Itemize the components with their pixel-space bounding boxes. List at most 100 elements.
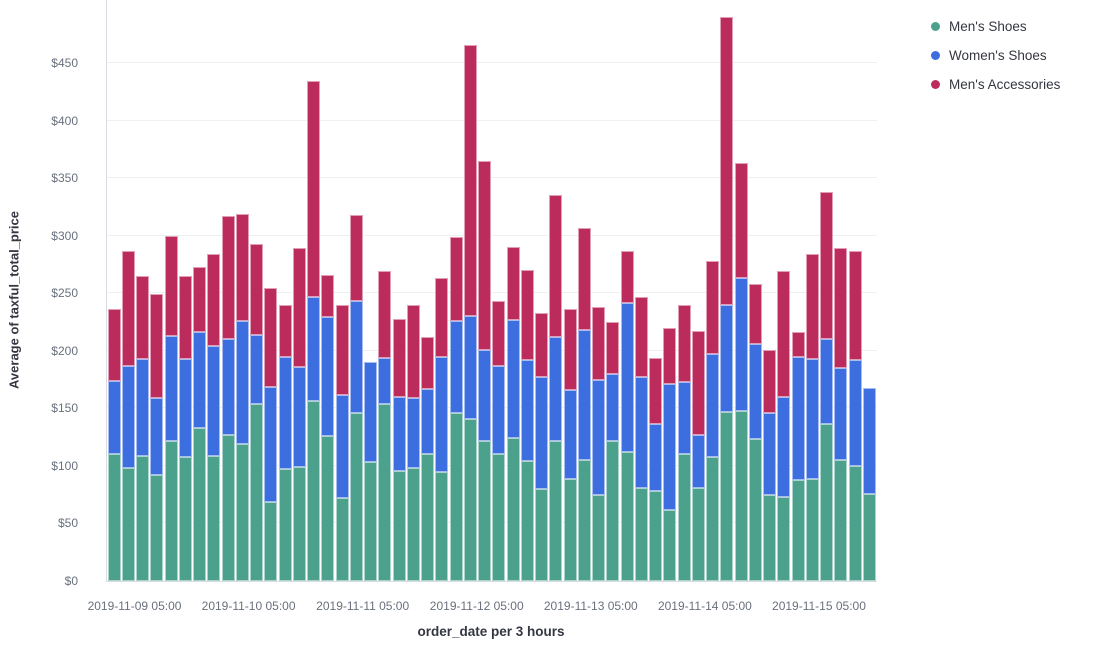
bar-segment-men-s-shoes[interactable] bbox=[278, 469, 292, 581]
bar-segment-men-s-shoes[interactable] bbox=[777, 497, 791, 581]
plot-area[interactable] bbox=[106, 0, 877, 582]
bar-segment-women-s-shoes[interactable] bbox=[463, 316, 477, 419]
bar[interactable] bbox=[620, 250, 634, 581]
bar-segment-men-s-shoes[interactable] bbox=[606, 440, 620, 581]
bar-segment-men-s-accessories[interactable] bbox=[563, 309, 577, 391]
bar-segment-women-s-shoes[interactable] bbox=[335, 394, 349, 499]
bar-segment-men-s-shoes[interactable] bbox=[706, 456, 720, 581]
bar-segment-men-s-accessories[interactable] bbox=[663, 327, 677, 385]
bar-segment-men-s-shoes[interactable] bbox=[563, 478, 577, 581]
bar[interactable] bbox=[221, 216, 235, 581]
bar[interactable] bbox=[178, 276, 192, 581]
bar-segment-men-s-shoes[interactable] bbox=[805, 478, 819, 581]
bar-segment-men-s-accessories[interactable] bbox=[136, 275, 150, 359]
bar-segment-women-s-shoes[interactable] bbox=[278, 356, 292, 470]
bar-segment-women-s-shoes[interactable] bbox=[307, 296, 321, 402]
bar-segment-women-s-shoes[interactable] bbox=[506, 319, 520, 439]
bar-segment-women-s-shoes[interactable] bbox=[492, 365, 506, 455]
bar-segment-men-s-accessories[interactable] bbox=[620, 250, 634, 303]
bar-segment-women-s-shoes[interactable] bbox=[791, 356, 805, 480]
legend-item-women-s-shoes[interactable]: Women's Shoes bbox=[931, 41, 1060, 70]
bar[interactable] bbox=[335, 304, 349, 581]
bar-segment-men-s-shoes[interactable] bbox=[136, 455, 150, 581]
bar-segment-men-s-accessories[interactable] bbox=[834, 248, 848, 369]
bar-segment-men-s-shoes[interactable] bbox=[435, 471, 449, 581]
bar-segment-men-s-accessories[interactable] bbox=[520, 270, 534, 361]
bar[interactable] bbox=[834, 248, 848, 581]
bar[interactable] bbox=[549, 195, 563, 581]
bar-segment-men-s-shoes[interactable] bbox=[649, 491, 663, 581]
bar-segment-women-s-shoes[interactable] bbox=[121, 365, 135, 469]
bar-segment-men-s-accessories[interactable] bbox=[606, 322, 620, 374]
bar-segment-men-s-accessories[interactable] bbox=[178, 276, 192, 359]
bar-segment-men-s-shoes[interactable] bbox=[592, 494, 606, 581]
bar[interactable] bbox=[763, 349, 777, 581]
bar[interactable] bbox=[563, 309, 577, 581]
bar[interactable] bbox=[349, 214, 363, 581]
bar-segment-women-s-shoes[interactable] bbox=[748, 343, 762, 440]
bar-segment-women-s-shoes[interactable] bbox=[862, 387, 876, 494]
bar-segment-men-s-shoes[interactable] bbox=[364, 462, 378, 581]
bar-segment-men-s-shoes[interactable] bbox=[862, 493, 876, 581]
bar[interactable] bbox=[392, 318, 406, 581]
bar-segment-women-s-shoes[interactable] bbox=[378, 357, 392, 404]
bar-segment-women-s-shoes[interactable] bbox=[164, 335, 178, 441]
bar-segment-men-s-accessories[interactable] bbox=[748, 284, 762, 344]
bar-segment-men-s-accessories[interactable] bbox=[392, 318, 406, 397]
bar-segment-women-s-shoes[interactable] bbox=[150, 398, 164, 476]
bar-segment-women-s-shoes[interactable] bbox=[449, 320, 463, 413]
bar-segment-men-s-shoes[interactable] bbox=[720, 411, 734, 581]
bar-segment-men-s-accessories[interactable] bbox=[634, 296, 648, 378]
bar-segment-men-s-shoes[interactable] bbox=[307, 401, 321, 581]
bar-segment-women-s-shoes[interactable] bbox=[221, 339, 235, 435]
bar[interactable] bbox=[435, 278, 449, 581]
bar-segment-women-s-shoes[interactable] bbox=[535, 377, 549, 489]
bar[interactable] bbox=[805, 254, 819, 581]
bar-segment-women-s-shoes[interactable] bbox=[193, 332, 207, 428]
bar-segment-men-s-shoes[interactable] bbox=[748, 439, 762, 581]
bar-segment-men-s-accessories[interactable] bbox=[193, 266, 207, 333]
bar-segment-men-s-accessories[interactable] bbox=[221, 216, 235, 340]
bar-segment-men-s-accessories[interactable] bbox=[677, 304, 691, 382]
bar-segment-women-s-shoes[interactable] bbox=[207, 346, 221, 456]
bar-segment-women-s-shoes[interactable] bbox=[577, 330, 591, 461]
bar-segment-women-s-shoes[interactable] bbox=[264, 386, 278, 502]
bar-segment-men-s-shoes[interactable] bbox=[107, 454, 121, 581]
bar-segment-men-s-accessories[interactable] bbox=[763, 349, 777, 414]
bar-segment-men-s-accessories[interactable] bbox=[820, 191, 834, 340]
bar[interactable] bbox=[791, 332, 805, 581]
bar[interactable] bbox=[378, 271, 392, 581]
bar[interactable] bbox=[848, 250, 862, 581]
bar-segment-women-s-shoes[interactable] bbox=[549, 337, 563, 441]
bar[interactable] bbox=[720, 16, 734, 581]
bar-segment-men-s-accessories[interactable] bbox=[378, 271, 392, 358]
bar-segment-men-s-shoes[interactable] bbox=[848, 465, 862, 581]
bar[interactable] bbox=[136, 275, 150, 581]
bar[interactable] bbox=[862, 387, 876, 581]
bar-segment-men-s-accessories[interactable] bbox=[278, 304, 292, 357]
bar-segment-women-s-shoes[interactable] bbox=[421, 388, 435, 455]
bar-segment-men-s-accessories[interactable] bbox=[492, 301, 506, 366]
bar[interactable] bbox=[449, 236, 463, 581]
bar-segment-women-s-shoes[interactable] bbox=[720, 304, 734, 412]
bar-segment-men-s-shoes[interactable] bbox=[221, 434, 235, 581]
bar[interactable] bbox=[691, 331, 705, 581]
legend-item-men-s-accessories[interactable]: Men's Accessories bbox=[931, 70, 1060, 99]
bar-segment-men-s-shoes[interactable] bbox=[449, 412, 463, 581]
bar-segment-women-s-shoes[interactable] bbox=[349, 301, 363, 413]
legend-item-men-s-shoes[interactable]: Men's Shoes bbox=[931, 12, 1060, 41]
bar-segment-men-s-shoes[interactable] bbox=[392, 470, 406, 581]
bar-segment-men-s-shoes[interactable] bbox=[663, 509, 677, 581]
bar-segment-men-s-shoes[interactable] bbox=[820, 424, 834, 581]
bar-segment-men-s-accessories[interactable] bbox=[421, 337, 435, 389]
bar-segment-women-s-shoes[interactable] bbox=[520, 360, 534, 462]
bar-segment-women-s-shoes[interactable] bbox=[634, 377, 648, 488]
bar-segment-men-s-accessories[interactable] bbox=[791, 332, 805, 357]
bar-segment-women-s-shoes[interactable] bbox=[392, 396, 406, 471]
bar[interactable] bbox=[577, 227, 591, 581]
bar[interactable] bbox=[250, 243, 264, 581]
bar[interactable] bbox=[235, 213, 249, 581]
bar-segment-men-s-accessories[interactable] bbox=[164, 235, 178, 336]
bar-segment-men-s-accessories[interactable] bbox=[649, 357, 663, 425]
bar-segment-men-s-accessories[interactable] bbox=[264, 287, 278, 387]
